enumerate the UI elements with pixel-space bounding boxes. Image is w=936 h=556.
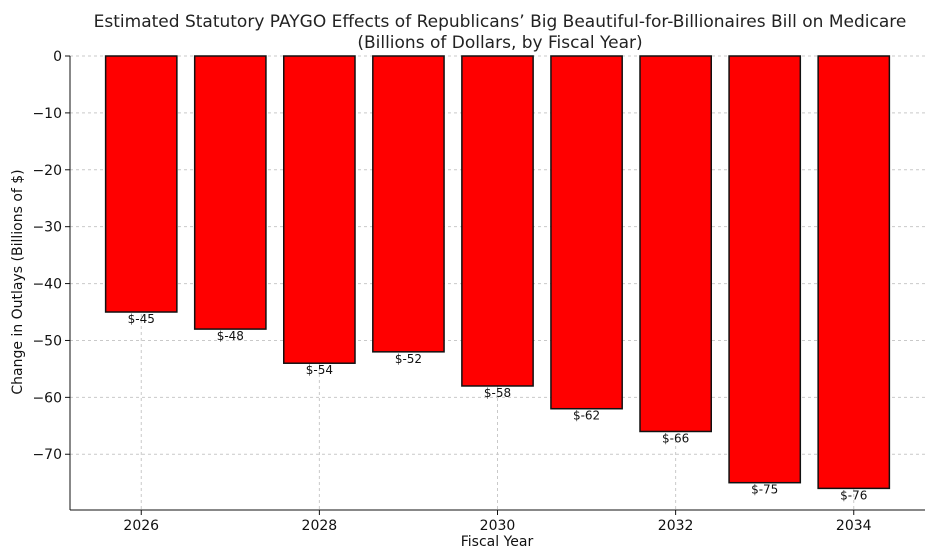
bar-2033 — [728, 55, 802, 484]
y-tick-label: −70 — [32, 447, 62, 463]
bar-2026 — [104, 55, 178, 313]
data-label-2031: $-62 — [573, 409, 600, 423]
y-tick-label: −60 — [32, 390, 62, 406]
data-label-2026: $-45 — [128, 312, 155, 326]
chart-subtitle: (Billions of Dollars, by Fiscal Year) — [357, 33, 642, 53]
y-tick-label: −40 — [32, 277, 62, 293]
data-label-2033: $-75 — [751, 483, 778, 497]
chart-title: Estimated Statutory PAYGO Effects of Rep… — [94, 12, 907, 32]
bar-2027 — [193, 55, 267, 330]
data-labels: $-45 $-48 $-54 $-52 $-58 $-62 $-66 $-75 $-76 — [128, 312, 868, 502]
y-tick-label: −50 — [32, 333, 62, 349]
data-label-2029: $-52 — [395, 352, 422, 366]
bar-2028 — [283, 55, 356, 364]
x-tick-label: 2028 — [302, 518, 338, 534]
x-tick-label: 2032 — [658, 518, 694, 534]
bar-2030 — [461, 55, 534, 387]
bar-2034 — [817, 55, 891, 490]
x-tick-label: 2026 — [123, 518, 159, 534]
data-label-2032: $-66 — [662, 431, 689, 445]
y-tick-label: −30 — [32, 220, 62, 236]
axes: 0 −10 −20 −30 −40 −50 −60 −70 2026 2028 2030 2032 20… — [32, 49, 925, 534]
data-label-2030: $-58 — [484, 386, 511, 400]
bar-2032 — [639, 55, 712, 433]
y-axis-label: Change in Outlays (Billions of $) — [10, 169, 26, 394]
x-tick-label: 2034 — [836, 518, 872, 534]
x-tick-label: 2030 — [480, 518, 516, 534]
data-label-2028: $-54 — [306, 363, 333, 377]
bar-2029 — [372, 55, 445, 353]
y-tick-label: −20 — [32, 163, 62, 179]
y-tick-label: −10 — [32, 106, 62, 122]
bars — [104, 55, 891, 490]
data-label-2027: $-48 — [217, 329, 244, 343]
y-tick-label: 0 — [53, 49, 62, 65]
x-axis-label: Fiscal Year — [461, 534, 534, 550]
data-label-2034: $-76 — [840, 488, 867, 502]
bar-2031 — [550, 55, 623, 410]
